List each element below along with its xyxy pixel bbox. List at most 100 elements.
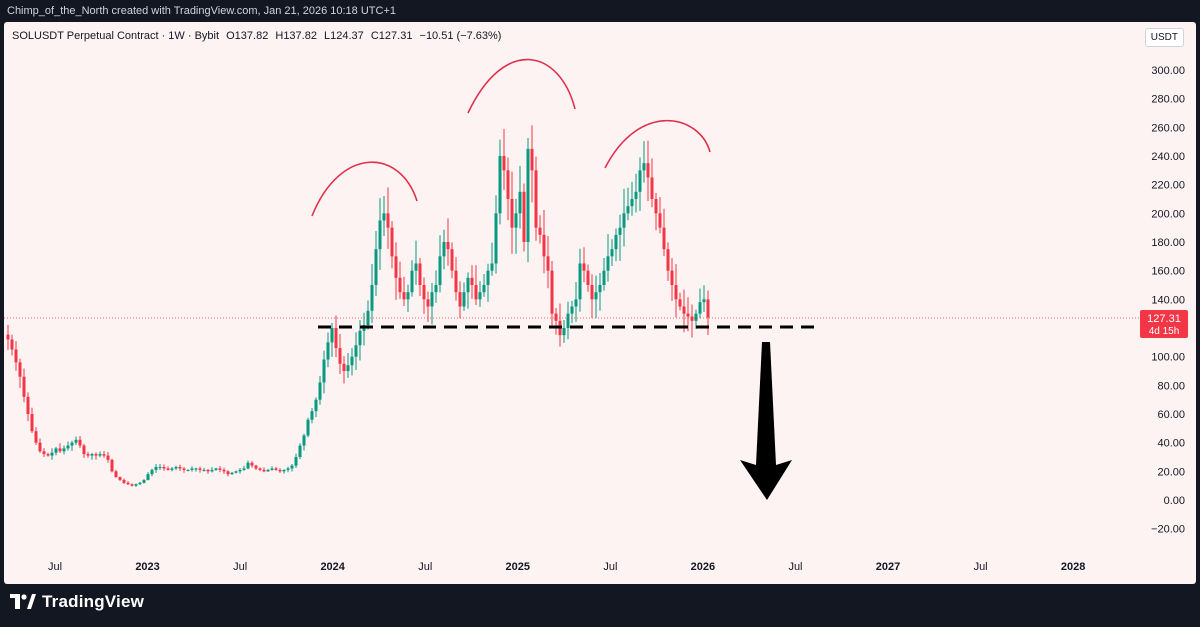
candle [382, 196, 386, 237]
candle-body [442, 242, 446, 257]
candle [94, 452, 98, 460]
time-axis-tick: 2028 [1061, 561, 1085, 573]
candle-body [518, 191, 522, 214]
candle [122, 478, 126, 485]
candle-body [666, 249, 670, 271]
candle-body [650, 177, 654, 199]
candle-body [478, 292, 482, 300]
price-axis-tick: 200.00 [1151, 208, 1185, 220]
down-arrow-icon [740, 342, 792, 500]
candle [546, 236, 550, 289]
candle [150, 468, 154, 477]
candle [578, 248, 582, 312]
time-axis-tick: Jul [418, 561, 432, 573]
candle [542, 210, 546, 274]
time-axis-tick: Jul [48, 561, 62, 573]
candle-body [486, 270, 490, 285]
candle-body [258, 468, 262, 470]
price-axis[interactable]: 300.00 280.00 260.00 240.00 220.00 200.00 180.… [1151, 65, 1185, 536]
candle-body [46, 454, 50, 456]
candle-body [70, 442, 74, 446]
candle-body [106, 455, 110, 460]
candle-body [118, 477, 122, 480]
candle-body [290, 465, 294, 469]
candle-body [326, 342, 330, 360]
candle-body [114, 471, 118, 478]
candle-body [378, 220, 382, 250]
candle [590, 274, 594, 319]
candle-body [534, 170, 538, 228]
candle [118, 476, 122, 481]
candle [514, 198, 518, 254]
candle-body [474, 285, 478, 300]
candle [98, 451, 102, 458]
candle-body [646, 163, 650, 178]
candle [630, 181, 634, 216]
candle [66, 441, 70, 451]
candle-body [538, 227, 542, 235]
head-arc [467, 58, 576, 114]
candle [418, 258, 422, 296]
candle [502, 128, 506, 190]
candle [326, 332, 330, 368]
candle-body [634, 191, 638, 199]
candle [570, 300, 574, 324]
candle [386, 187, 390, 249]
candle-body [282, 469, 286, 472]
candle [182, 467, 186, 473]
candle-body [222, 469, 226, 472]
candle-body [234, 471, 238, 473]
candle-body [522, 191, 526, 242]
candle-body [414, 263, 418, 271]
candle-body [698, 302, 702, 314]
candle-body [670, 270, 674, 285]
candle [62, 445, 66, 455]
candle-body [426, 299, 430, 307]
candle-body [550, 270, 554, 314]
candle-body [210, 469, 214, 472]
candle-body [230, 472, 234, 475]
candle-body [98, 454, 102, 456]
candle-body [586, 270, 590, 285]
candle-body [86, 454, 90, 456]
candle [370, 263, 374, 323]
candle-body [138, 482, 142, 485]
price-axis-tick: 0.00 [1164, 495, 1185, 507]
candle [622, 188, 626, 247]
candle [78, 435, 82, 449]
candle [58, 443, 62, 453]
candle-body [594, 292, 598, 300]
price-axis-tick: 300.00 [1151, 65, 1185, 77]
price-axis-tick: 280.00 [1151, 94, 1185, 106]
candle [126, 481, 130, 485]
candle [102, 451, 106, 458]
candle [562, 319, 566, 343]
candle-body [498, 156, 502, 214]
candle [310, 408, 314, 424]
candle [442, 229, 446, 270]
candle-body [622, 213, 626, 228]
candle-body [322, 359, 326, 383]
candle-body [294, 457, 298, 466]
candle [26, 392, 30, 422]
candle-body [566, 313, 570, 328]
candle [646, 140, 650, 202]
ohlc-open: O137.82 [226, 30, 269, 42]
candle [434, 270, 438, 303]
candle [454, 257, 458, 301]
candle [354, 332, 358, 371]
currency-button[interactable]: USDT [1144, 28, 1184, 47]
candle [154, 464, 158, 473]
candle-body [310, 411, 314, 420]
candle [242, 465, 246, 471]
candle-body [22, 376, 26, 397]
time-axis[interactable]: Jul 2023 Jul 2024 Jul 2025 Jul 2026 Jul 2027 Jul 20… [48, 561, 1085, 573]
candle [18, 358, 22, 388]
candle-body [78, 439, 82, 446]
symbol-header: SOLUSDT Perpetual Contract · 1W · Bybit … [12, 30, 505, 42]
candle [602, 257, 606, 291]
candle [670, 258, 674, 301]
candle-body [702, 299, 706, 303]
candle-body [410, 270, 414, 293]
